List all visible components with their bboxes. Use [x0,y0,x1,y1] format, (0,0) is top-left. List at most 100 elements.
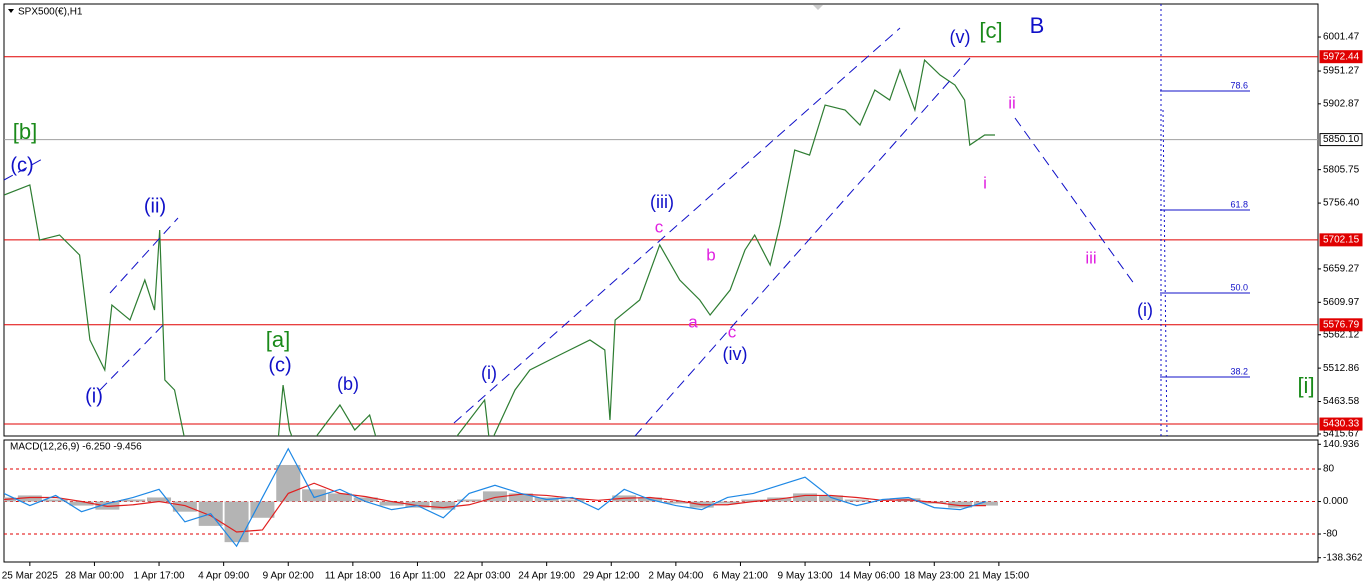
fib-label: 61.8 [1230,199,1248,209]
price-level-box [1319,233,1363,247]
price-level-label: 5972.44 [1323,51,1360,62]
price-level-label: 5576.79 [1323,319,1360,330]
macd-title: MACD(12,26,9) -6.250 -9.456 [10,442,142,453]
y-tick-label: -80 [1323,529,1338,540]
y-tick-label: 80 [1323,464,1335,475]
wave-label: [c] [979,18,1002,43]
fib-label: 38.2 [1230,366,1248,376]
macd-bar [121,499,146,502]
y-tick-label: 5463.58 [1323,396,1360,407]
macd-bar [741,499,766,502]
macd-line [4,447,987,548]
macd-bar [302,489,327,502]
x-tick-label: 2 May 04:00 [648,571,703,582]
price-level-label: 5430.33 [1323,419,1360,430]
wave-label: iii [1085,248,1096,267]
macd-bar [17,495,42,502]
x-tick-label: 24 Apr 19:00 [518,571,575,582]
wave-label: B [1030,13,1045,38]
macd-bar [715,501,740,504]
wave-label: i [983,173,987,192]
macd-bar [482,491,507,502]
wave-label: ii [1008,93,1016,112]
wave-label: (i) [1137,300,1153,320]
macd-bar [69,501,94,506]
macd-bar [379,501,404,506]
price-level-box [1319,417,1363,431]
x-tick-label: 18 May 23:00 [904,571,965,582]
price-line [4,58,995,436]
x-tick-label: 16 Apr 11:00 [389,571,445,582]
x-tick-label: 11 Apr 18:00 [325,571,381,582]
macd-bar [43,499,68,502]
macd-line [4,482,986,533]
macd-bar [818,495,843,502]
wave-label: (iii) [650,192,674,212]
y-tick-label: 5609.97 [1323,297,1360,308]
wave-label: [a] [266,327,290,352]
macd-bar [172,501,197,512]
menu-arrow [8,9,14,13]
macd-bar [793,493,818,502]
macd-bar [95,501,120,510]
x-tick-label: 9 Apr 02:00 [263,571,315,582]
price-panel [3,3,1319,437]
macd-bar [431,501,456,510]
macd-bar [327,493,352,502]
x-tick-label: 28 Mar 00:00 [65,571,124,582]
wave-label: a [688,312,698,331]
y-tick-label: 5902.87 [1323,98,1360,109]
y-tick-label: 5805.75 [1323,164,1360,175]
x-tick-label: 9 May 13:00 [778,571,833,582]
macd-bar [353,497,378,502]
wave-label: (iv) [723,344,748,364]
price-level-box [1319,318,1363,332]
wave-label: (c) [10,154,33,176]
channel-lines [3,27,1136,437]
scroll-marker [813,5,823,10]
price-level-label: 5850.10 [1323,134,1360,145]
wave-label: c [728,322,737,341]
macd-bar [844,499,869,502]
fib-label: 50.0 [1230,282,1248,292]
y-tick-label: 5659.27 [1323,264,1360,275]
wave-label: (b) [337,374,359,394]
y-tick-label: 5951.27 [1323,66,1360,77]
wave-label: [b] [13,119,37,144]
x-tick-label: 25 Mar 2025 [2,571,59,582]
x-tick-label: 1 Apr 17:00 [133,571,185,582]
wave-label: (c) [268,354,291,376]
x-tick-label: 29 Apr 12:00 [583,571,640,582]
macd-bar [973,501,998,506]
y-tick-label: 5562.12 [1323,329,1360,340]
price-level-box [1319,50,1363,64]
y-tick-label: 140.936 [1323,439,1360,450]
macd-bar [250,501,275,518]
y-tick-label: 5756.40 [1323,198,1360,209]
price-level-label: 5702.15 [1323,234,1360,245]
wave-label: (ii) [144,195,166,217]
y-tick-label: 5415.67 [1323,429,1360,440]
wave-label: b [706,245,715,264]
macd-bar [508,493,533,502]
wave-label: (v) [950,27,971,47]
macd-bar [276,464,301,502]
macd-bar [405,501,430,508]
macd-bar [948,501,973,508]
x-tick-label: 22 Apr 03:00 [454,571,511,582]
price-level-box [1319,133,1363,147]
x-tick-label: 6 May 21:00 [713,571,768,582]
x-tick-label: 21 May 15:00 [969,571,1030,582]
macd-bar [457,499,482,502]
y-tick-label: 6001.47 [1323,32,1360,43]
wave-label: c [655,217,664,236]
x-tick-label: 4 Apr 09:00 [198,571,250,582]
wave-label: (i) [481,363,497,383]
wave-label: (i) [85,385,103,407]
time-marker [1162,109,1168,437]
y-tick-label: 0.000 [1323,496,1348,507]
macd-bar [560,499,585,502]
y-tick-label: 5512.86 [1323,363,1360,374]
symbol-title: SPX500(€),H1 [18,7,83,18]
